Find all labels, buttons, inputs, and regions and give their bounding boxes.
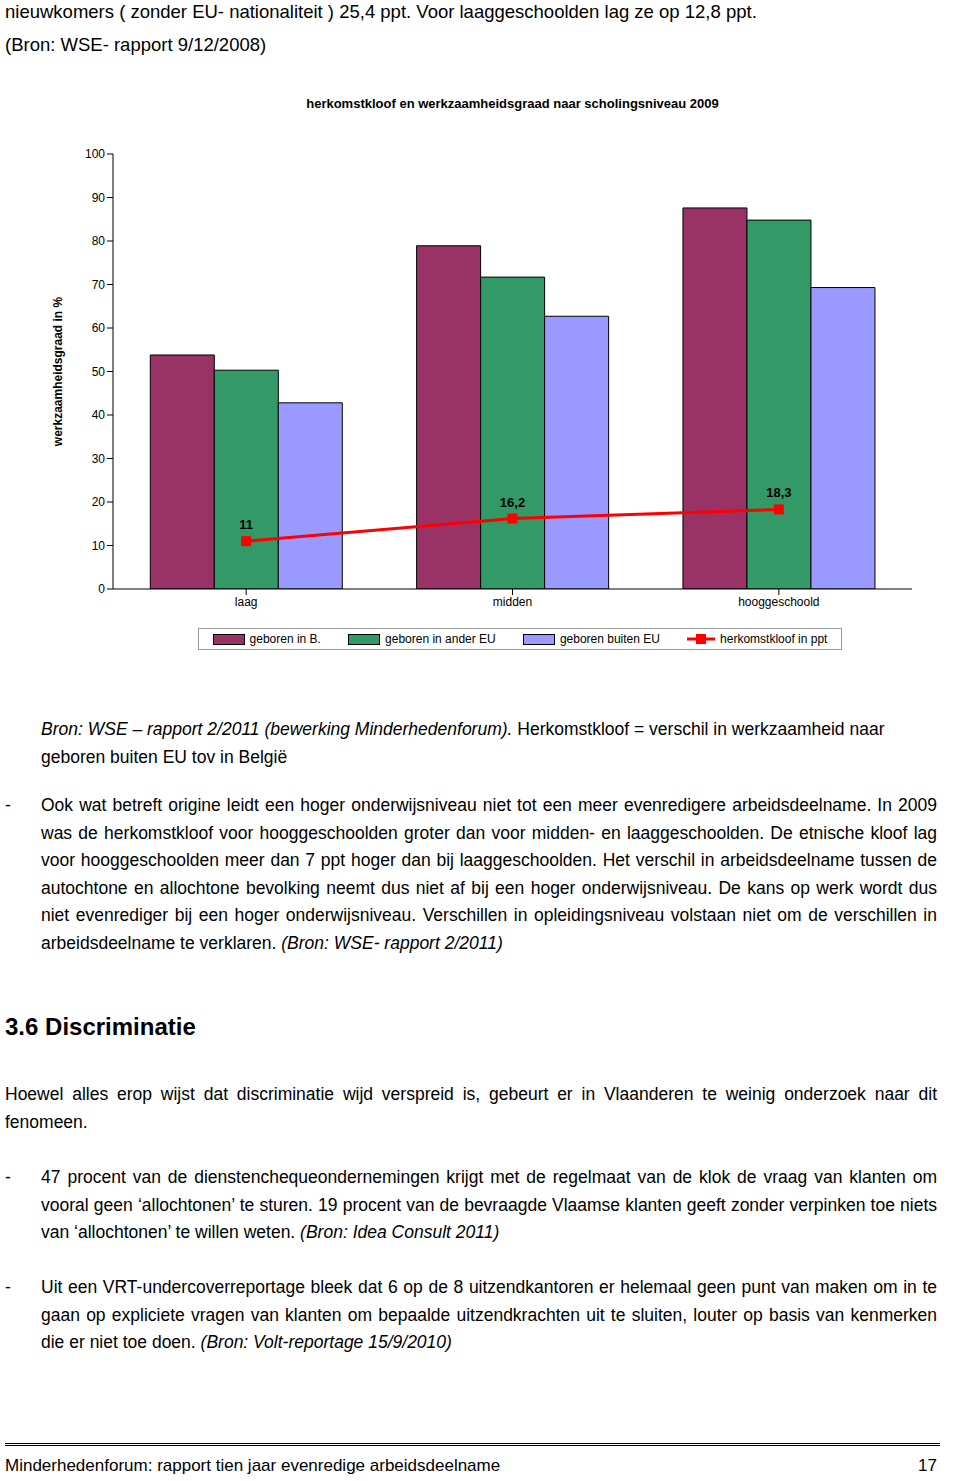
svg-text:16,2: 16,2 [500, 495, 525, 510]
svg-text:hooggeschoold: hooggeschoold [738, 595, 819, 609]
svg-text:90: 90 [92, 191, 106, 205]
svg-text:11: 11 [239, 517, 253, 532]
svg-text:40: 40 [92, 408, 106, 422]
svg-text:20: 20 [92, 495, 106, 509]
html-text:nieuwkomers ( zonder EU- natio: nieuwkomers ( zonder EU- nationaliteit )… [5, 1, 757, 22]
svg-text:laag: laag [235, 595, 258, 609]
html-text:herkomstkloof in ppt: herkomstkloof in ppt [720, 632, 828, 646]
html-text:Uit een VRT-undercoverreportag: Uit een VRT-undercoverreportage bleek da… [41, 1277, 937, 1353]
html-text:Minderhedenforum: rapport tien: Minderhedenforum: rapport tien jaar even… [5, 1456, 501, 1475]
html-text:herkomstkloof en werkzaamheids: herkomstkloof en werkzaamheidsgraad naar… [306, 96, 719, 111]
html-text:3.6 Discriminatie: 3.6 Discriminatie [5, 1013, 196, 1040]
html-text:geboren in B.: geboren in B. [249, 632, 321, 646]
html-text:geboren in ander EU: geboren in ander EU [385, 632, 496, 646]
svg-text:70: 70 [92, 278, 106, 292]
html-text:Bron: WSE – rapport 2/2011 (be: Bron: WSE – rapport 2/2011 (bewerking Mi… [41, 719, 885, 767]
svg-text:100: 100 [85, 147, 105, 161]
svg-text:werkzaamheidsgraad in %: werkzaamheidsgraad in % [51, 296, 65, 447]
svg-text:18,3: 18,3 [766, 485, 791, 500]
svg-text:10: 10 [92, 539, 106, 553]
html-text:17: 17 [918, 1456, 937, 1475]
svg-text:80: 80 [92, 234, 106, 248]
html-text:Ook wat betreft origine leidt: Ook wat betreft origine leidt een hoger … [41, 795, 937, 953]
svg-text:30: 30 [92, 452, 106, 466]
svg-text:50: 50 [92, 365, 106, 379]
svg-text:midden: midden [493, 595, 532, 609]
html-text:geboren buiten EU: geboren buiten EU [559, 632, 660, 646]
html-text:Hoewel alles erop wijst dat di: Hoewel alles erop wijst dat discriminati… [5, 1084, 937, 1132]
html-text:(Bron: WSE- rapport 9/12/2008): (Bron: WSE- rapport 9/12/2008) [5, 34, 267, 55]
svg-text:60: 60 [92, 321, 106, 335]
svg-text:0: 0 [98, 582, 105, 596]
html-text:47 procent van de dienstencheq: 47 procent van de dienstenchequeondernem… [41, 1167, 937, 1243]
